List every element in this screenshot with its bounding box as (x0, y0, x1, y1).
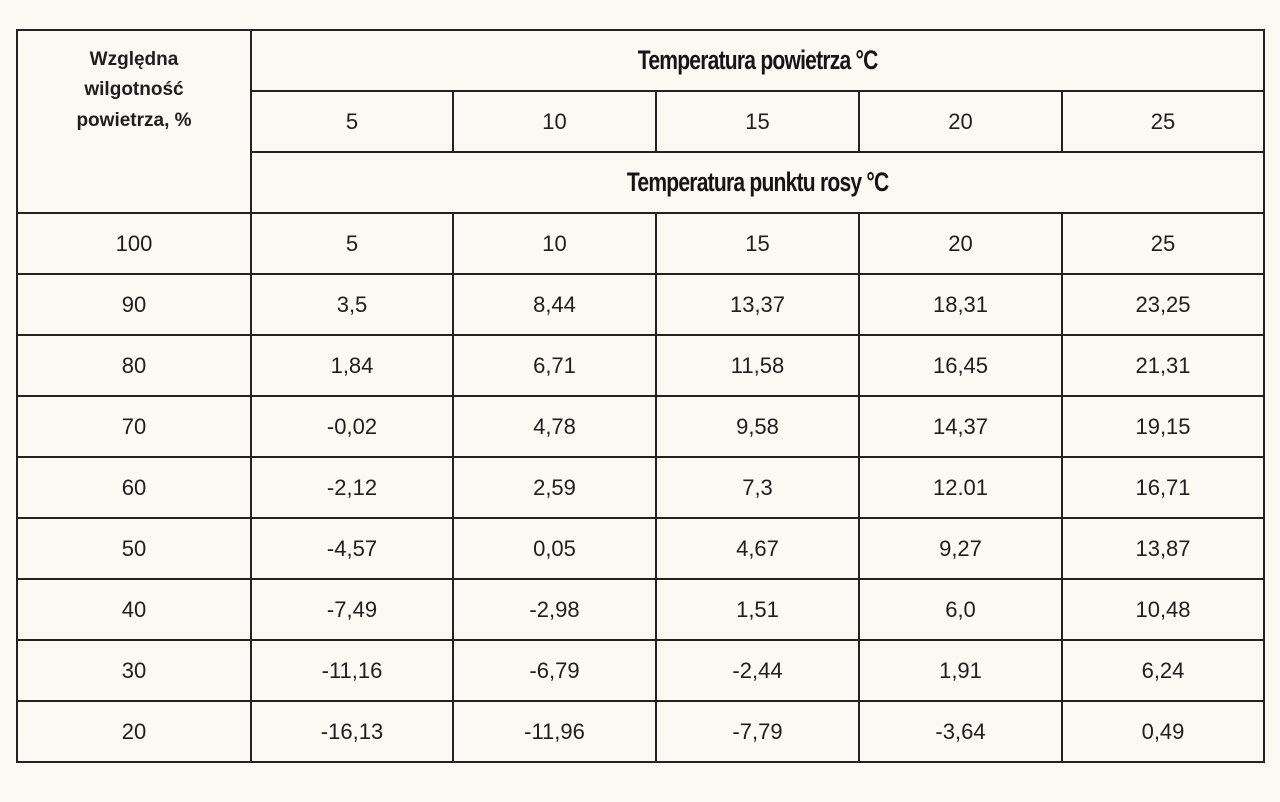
dew-point-cell: 8,44 (452, 273, 657, 336)
rh-cell: 20 (16, 700, 252, 763)
rh-header-line-3: powietrza, % (76, 109, 192, 131)
air-temperature-header: Temperatura powietrza °C (250, 29, 1265, 92)
dew-point-cell: 6,24 (1061, 639, 1265, 702)
table-row: 60 -2,12 2,59 7,3 12.01 16,71 (16, 456, 1265, 519)
air-temperature-values-row: 5 10 15 20 25 (17, 90, 1265, 153)
dew-point-cell: 20 (858, 212, 1063, 275)
air-temperature-header-label: Temperatura powietrza °C (637, 45, 879, 75)
table-row: 80 1,84 6,71 11,58 16,45 21,31 (16, 334, 1265, 397)
dew-point-cell: 13,37 (655, 273, 860, 336)
air-temp-cell: 15 (655, 90, 860, 153)
rh-cell: 90 (16, 273, 252, 336)
dew-point-cell: 13,87 (1061, 517, 1265, 580)
dew-point-cell: 4,78 (452, 395, 657, 458)
dew-point-cell: 15 (655, 212, 860, 275)
dew-point-cell: 9,58 (655, 395, 860, 458)
dew-point-cell: 9,27 (858, 517, 1063, 580)
rh-cell: 30 (16, 639, 252, 702)
dew-point-cell: 21,31 (1061, 334, 1265, 397)
air-temp-cell: 20 (858, 90, 1063, 153)
dew-point-cell: 16,71 (1061, 456, 1265, 519)
dew-point-cell: -11,16 (250, 639, 454, 702)
dew-point-header: Temperatura punktu rosy °C (250, 151, 1265, 214)
table-row: 40 -7,49 -2,98 1,51 6,0 10,48 (16, 578, 1265, 641)
table-row: 20 -16,13 -11,96 -7,79 -3,64 0,49 (16, 700, 1265, 763)
dew-point-cell: 7,3 (655, 456, 860, 519)
dew-point-cell: -4,57 (250, 517, 454, 580)
table-row: 30 -11,16 -6,79 -2,44 1,91 6,24 (16, 639, 1265, 702)
dew-point-cell: 1,91 (858, 639, 1063, 702)
air-temp-cell: 5 (250, 90, 454, 153)
rh-cell: 100 (16, 212, 252, 275)
dew-point-cell: -6,79 (452, 639, 657, 702)
dew-point-cell: -2,44 (655, 639, 860, 702)
table-row: 70 -0,02 4,78 9,58 14,37 19,15 (16, 395, 1265, 458)
air-temp-cell: 25 (1061, 90, 1265, 153)
dew-point-cell: -11,96 (452, 700, 657, 763)
dew-point-cell: 12.01 (858, 456, 1063, 519)
dew-point-cell: 18,31 (858, 273, 1063, 336)
dew-point-cell: 25 (1061, 212, 1265, 275)
dew-point-cell: 2,59 (452, 456, 657, 519)
dew-point-cell: 3,5 (250, 273, 454, 336)
dew-point-cell: -2,12 (250, 456, 454, 519)
table-row: 90 3,5 8,44 13,37 18,31 23,25 (16, 273, 1265, 336)
dew-point-cell: -2,98 (452, 578, 657, 641)
rh-cell: 40 (16, 578, 252, 641)
dew-point-cell: 10,48 (1061, 578, 1265, 641)
dew-point-cell: -16,13 (250, 700, 454, 763)
dew-point-cell: 0,49 (1061, 700, 1265, 763)
dew-point-header-label: Temperatura punktu rosy °C (626, 167, 889, 197)
dew-point-cell: 19,15 (1061, 395, 1265, 458)
dew-point-cell: 4,67 (655, 517, 860, 580)
rh-cell: 60 (16, 456, 252, 519)
air-temp-cell: 10 (452, 90, 657, 153)
relative-humidity-header: Względna wilgotność powietrza, % (16, 29, 252, 214)
table-row: 100 5 10 15 20 25 (16, 212, 1265, 275)
dew-point-cell: 6,0 (858, 578, 1063, 641)
dew-point-cell: 5 (250, 212, 454, 275)
rh-cell: 80 (16, 334, 252, 397)
dew-point-cell: 14,37 (858, 395, 1063, 458)
dew-point-cell: 16,45 (858, 334, 1063, 397)
dew-point-cell: 0,05 (452, 517, 657, 580)
dew-point-cell: -3,64 (858, 700, 1063, 763)
dew-point-cell: 1,84 (250, 334, 454, 397)
dew-point-cell: 6,71 (452, 334, 657, 397)
rh-cell: 50 (16, 517, 252, 580)
rh-header-line-1: Względna (89, 49, 179, 70)
rh-cell: 70 (16, 395, 252, 458)
dew-point-cell: -0,02 (250, 395, 454, 458)
dew-point-cell: 10 (452, 212, 657, 275)
dew-point-cell: 11,58 (655, 334, 860, 397)
rh-header-line-2: wilgotność (84, 79, 184, 101)
dew-point-cell: 23,25 (1061, 273, 1265, 336)
dew-point-cell: 1,51 (655, 578, 860, 641)
dew-point-table: Względna wilgotność powietrza, % Tempera… (16, 29, 1265, 763)
dew-point-cell: -7,49 (250, 578, 454, 641)
dew-point-cell: -7,79 (655, 700, 860, 763)
table-row: 50 -4,57 0,05 4,67 9,27 13,87 (16, 517, 1265, 580)
